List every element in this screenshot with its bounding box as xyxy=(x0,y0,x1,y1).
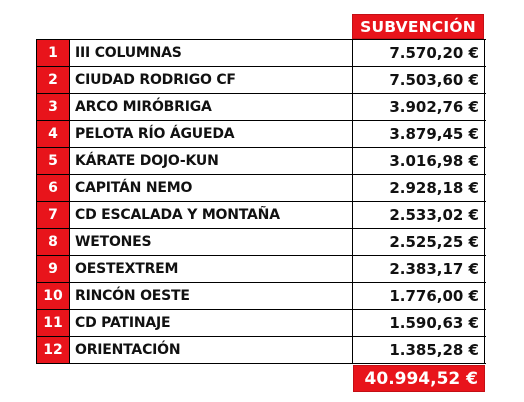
table-row: 1 III COLUMNAS 7.570,20 € xyxy=(37,40,486,67)
club-name-cell: KÁRATE DOJO-KUN xyxy=(70,148,353,174)
total-row: 40.994,52 € xyxy=(36,365,486,392)
rank-cell: 8 xyxy=(37,229,70,255)
table-row: 5 KÁRATE DOJO-KUN 3.016,98 € xyxy=(37,148,486,175)
amount-cell: 7.503,60 € xyxy=(353,67,485,93)
club-name-cell: RINCÓN OESTE xyxy=(70,283,353,309)
rank-cell: 4 xyxy=(37,121,70,147)
rank-cell: 9 xyxy=(37,256,70,282)
table-row: 6 CAPITÁN NEMO 2.928,18 € xyxy=(37,175,486,202)
amount-cell: 3.016,98 € xyxy=(353,148,485,174)
table-row: 7 CD ESCALADA Y MONTAÑA 2.533,02 € xyxy=(37,202,486,229)
rank-cell: 7 xyxy=(37,202,70,228)
club-name-cell: CD PATINAJE xyxy=(70,310,353,336)
club-name-cell: CD ESCALADA Y MONTAÑA xyxy=(70,202,353,228)
header-spacer xyxy=(36,14,352,39)
rank-cell: 1 xyxy=(37,40,70,66)
amount-cell: 1.385,28 € xyxy=(353,337,485,363)
amount-cell: 2.928,18 € xyxy=(353,175,485,201)
table-row: 10 RINCÓN OESTE 1.776,00 € xyxy=(37,283,486,310)
amount-cell: 2.525,25 € xyxy=(353,229,485,255)
rank-cell: 11 xyxy=(37,310,70,336)
total-spacer xyxy=(36,365,353,392)
table-row: 11 CD PATINAJE 1.590,63 € xyxy=(37,310,486,337)
rank-cell: 10 xyxy=(37,283,70,309)
rank-cell: 6 xyxy=(37,175,70,201)
subsidy-table: SUBVENCIÓN 1 III COLUMNAS 7.570,20 € 2 C… xyxy=(36,14,486,392)
amount-cell: 3.902,76 € xyxy=(353,94,485,120)
club-name-cell: ARCO MIRÓBRIGA xyxy=(70,94,353,120)
amount-cell: 2.533,02 € xyxy=(353,202,485,228)
amount-cell: 1.776,00 € xyxy=(353,283,485,309)
total-amount-cell: 40.994,52 € xyxy=(353,365,485,392)
club-name-cell: WETONES xyxy=(70,229,353,255)
rank-cell: 12 xyxy=(37,337,70,363)
table-row: 4 PELOTA RÍO ÁGUEDA 3.879,45 € xyxy=(37,121,486,148)
table-row: 9 OESTEXTREM 2.383,17 € xyxy=(37,256,486,283)
amount-cell: 3.879,45 € xyxy=(353,121,485,147)
rank-cell: 2 xyxy=(37,67,70,93)
rank-cell: 3 xyxy=(37,94,70,120)
rank-cell: 5 xyxy=(37,148,70,174)
club-name-cell: OESTEXTREM xyxy=(70,256,353,282)
table-row: 2 CIUDAD RODRIGO CF 7.503,60 € xyxy=(37,67,486,94)
amount-cell: 2.383,17 € xyxy=(353,256,485,282)
amount-cell: 1.590,63 € xyxy=(353,310,485,336)
table-row: 8 WETONES 2.525,25 € xyxy=(37,229,486,256)
club-name-cell: CIUDAD RODRIGO CF xyxy=(70,67,353,93)
club-name-cell: CAPITÁN NEMO xyxy=(70,175,353,201)
amount-cell: 7.570,20 € xyxy=(353,40,485,66)
table-row: 12 ORIENTACIÓN 1.385,28 € xyxy=(37,337,486,364)
club-name-cell: III COLUMNAS xyxy=(70,40,353,66)
table-row: 3 ARCO MIRÓBRIGA 3.902,76 € xyxy=(37,94,486,121)
table-body: 1 III COLUMNAS 7.570,20 € 2 CIUDAD RODRI… xyxy=(36,39,486,364)
amount-column-header: SUBVENCIÓN xyxy=(352,14,484,39)
club-name-cell: ORIENTACIÓN xyxy=(70,337,353,363)
club-name-cell: PELOTA RÍO ÁGUEDA xyxy=(70,121,353,147)
header-row: SUBVENCIÓN xyxy=(36,14,486,39)
